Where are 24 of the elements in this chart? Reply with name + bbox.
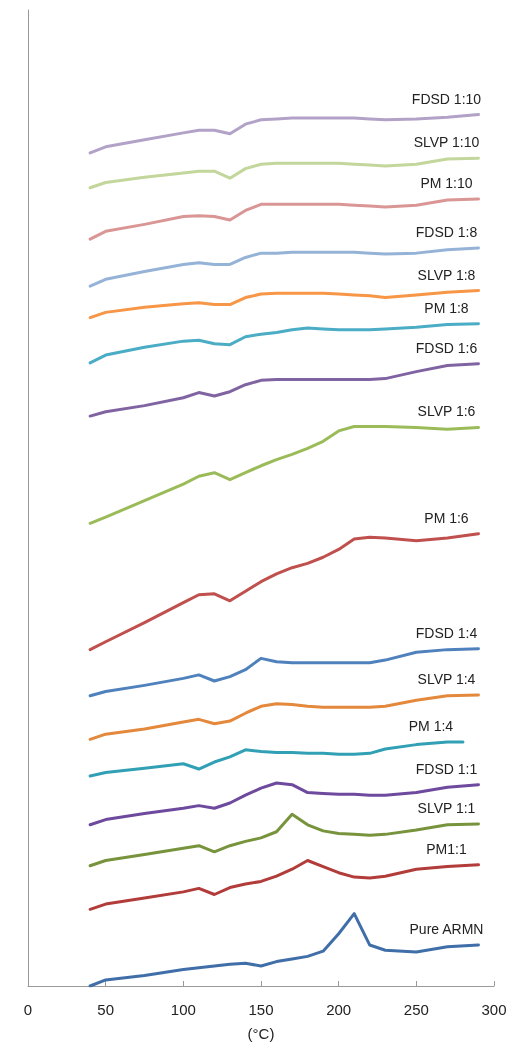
series-label: Pure ARMN	[409, 921, 484, 938]
series-label: FDSD 1:1	[415, 760, 478, 777]
series-label: PM1:1	[426, 840, 467, 857]
series-label: FDSD 1:10	[411, 90, 482, 107]
x-tick-label: 250	[403, 1001, 429, 1018]
series-label: PM 1:10	[420, 175, 473, 192]
series-label: PM 1:4	[408, 718, 454, 734]
series-label: SLVP 1:4	[417, 670, 476, 687]
series-label: SLVP 1:8	[417, 266, 476, 283]
series-label: SLVP 1:10	[413, 134, 480, 151]
x-tick-label: 100	[170, 1001, 196, 1018]
x-tick-label: 0	[23, 1001, 33, 1018]
x-tick-label: 50	[97, 1001, 115, 1018]
series-label: FDSD 1:8	[415, 223, 478, 240]
x-tick-label: 150	[248, 1001, 274, 1018]
series-label: FDSD 1:4	[415, 624, 478, 641]
series-label: PM 1:8	[424, 299, 469, 316]
x-tick-label: 200	[326, 1001, 352, 1018]
x-axis-title: (°C)	[247, 1025, 275, 1042]
series-label: SLVP 1:6	[417, 403, 476, 420]
series-label: PM 1:6	[424, 509, 469, 526]
x-tick-label: 300	[481, 1001, 507, 1018]
series-label: FDSD 1:6	[415, 339, 478, 356]
series-label: SLVP 1:1	[417, 799, 476, 816]
